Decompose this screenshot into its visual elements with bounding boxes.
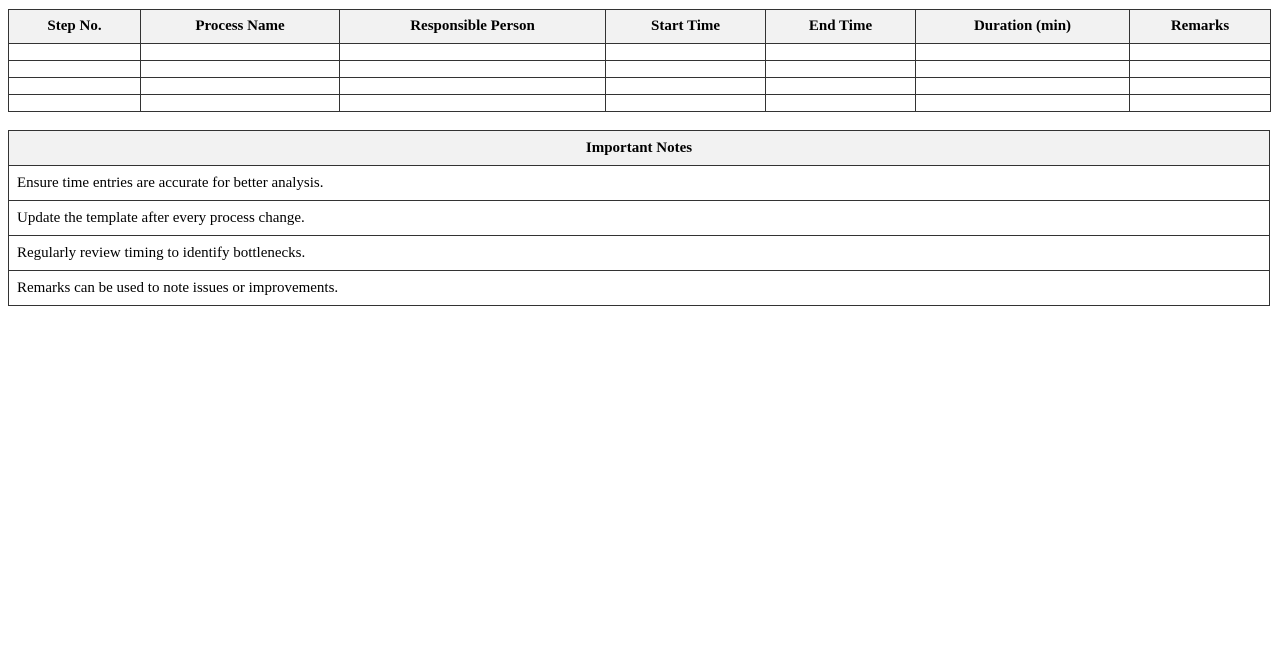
table-cell[interactable]	[765, 77, 916, 95]
table-cell[interactable]	[605, 77, 766, 95]
table-cell[interactable]	[140, 77, 340, 95]
note-row: Update the template after every process …	[8, 200, 1270, 236]
table-cell[interactable]	[8, 60, 141, 78]
table-cell[interactable]	[8, 77, 141, 95]
notes-title: Important Notes	[8, 130, 1270, 166]
table-cell[interactable]	[1129, 77, 1271, 95]
table-cell[interactable]	[140, 43, 340, 61]
header-step-no: Step No.	[8, 9, 141, 44]
table-cell[interactable]	[605, 60, 766, 78]
table-cell[interactable]	[339, 94, 606, 112]
process-table-body	[8, 43, 1271, 112]
note-item: Update the template after every process …	[8, 200, 1270, 236]
table-row	[8, 94, 1271, 112]
table-cell[interactable]	[915, 43, 1130, 61]
header-duration: Duration (min)	[915, 9, 1130, 44]
table-cell[interactable]	[765, 94, 916, 112]
table-cell[interactable]	[1129, 60, 1271, 78]
table-cell[interactable]	[915, 60, 1130, 78]
table-cell[interactable]	[605, 94, 766, 112]
table-cell[interactable]	[140, 60, 340, 78]
table-cell[interactable]	[765, 60, 916, 78]
table-row	[8, 77, 1271, 95]
process-timing-table: Step No. Process Name Responsible Person…	[8, 9, 1271, 112]
header-process-name: Process Name	[140, 9, 340, 44]
table-cell[interactable]	[140, 94, 340, 112]
table-cell[interactable]	[8, 43, 141, 61]
note-item: Remarks can be used to note issues or im…	[8, 270, 1270, 306]
page: Step No. Process Name Responsible Person…	[8, 9, 1271, 306]
table-cell[interactable]	[915, 94, 1130, 112]
note-row: Remarks can be used to note issues or im…	[8, 270, 1270, 306]
important-notes-table: Important Notes Ensure time entries are …	[8, 130, 1270, 306]
table-cell[interactable]	[915, 77, 1130, 95]
note-item: Regularly review timing to identify bott…	[8, 235, 1270, 271]
table-cell[interactable]	[339, 43, 606, 61]
table-cell[interactable]	[8, 94, 141, 112]
note-item: Ensure time entries are accurate for bet…	[8, 165, 1270, 201]
header-row: Step No. Process Name Responsible Person…	[8, 9, 1271, 44]
header-end-time: End Time	[765, 9, 916, 44]
table-cell[interactable]	[339, 77, 606, 95]
table-cell[interactable]	[1129, 94, 1271, 112]
table-cell[interactable]	[765, 43, 916, 61]
table-cell[interactable]	[1129, 43, 1271, 61]
header-responsible-person: Responsible Person	[339, 9, 606, 44]
table-cell[interactable]	[605, 43, 766, 61]
note-row: Regularly review timing to identify bott…	[8, 235, 1270, 271]
table-row	[8, 60, 1271, 78]
table-row	[8, 43, 1271, 61]
table-cell[interactable]	[339, 60, 606, 78]
header-start-time: Start Time	[605, 9, 766, 44]
header-remarks: Remarks	[1129, 9, 1271, 44]
note-row: Ensure time entries are accurate for bet…	[8, 165, 1270, 201]
